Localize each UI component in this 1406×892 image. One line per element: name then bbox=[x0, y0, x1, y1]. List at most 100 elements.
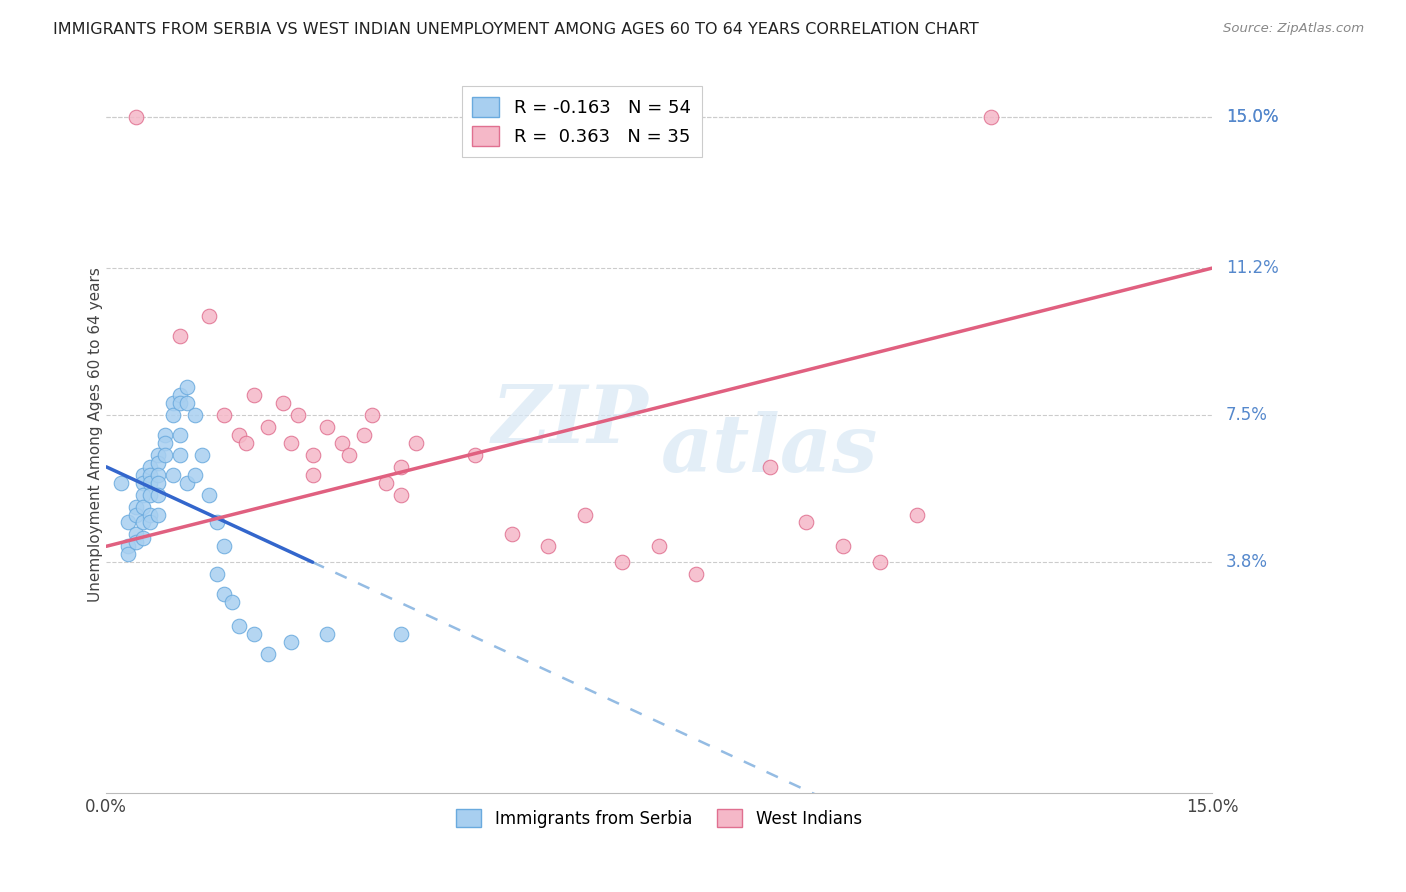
Text: Source: ZipAtlas.com: Source: ZipAtlas.com bbox=[1223, 22, 1364, 36]
Point bbox=[205, 516, 228, 530]
Point bbox=[155, 448, 177, 462]
Point bbox=[139, 488, 162, 502]
Point bbox=[125, 110, 148, 124]
Point bbox=[280, 634, 302, 648]
Point bbox=[169, 388, 191, 402]
Point bbox=[176, 396, 198, 410]
Point bbox=[228, 428, 250, 442]
Point bbox=[330, 436, 353, 450]
Point bbox=[198, 309, 221, 323]
Point bbox=[796, 516, 818, 530]
Point bbox=[146, 467, 169, 482]
Point bbox=[125, 527, 148, 541]
Point bbox=[125, 535, 148, 549]
Point bbox=[132, 475, 155, 490]
Point bbox=[198, 488, 221, 502]
Point bbox=[139, 475, 162, 490]
Point bbox=[212, 539, 235, 553]
Point bbox=[146, 456, 169, 470]
Point bbox=[146, 508, 169, 522]
Point bbox=[242, 388, 264, 402]
Point bbox=[280, 436, 302, 450]
Point bbox=[271, 396, 294, 410]
Point bbox=[221, 595, 243, 609]
Point bbox=[228, 619, 250, 633]
Point bbox=[405, 436, 427, 450]
Text: 15.0%: 15.0% bbox=[1226, 108, 1278, 126]
Point bbox=[574, 508, 596, 522]
Point bbox=[155, 436, 177, 450]
Point bbox=[146, 475, 169, 490]
Point bbox=[146, 448, 169, 462]
Point bbox=[132, 500, 155, 514]
Text: 15.0%: 15.0% bbox=[1226, 108, 1278, 126]
Point bbox=[169, 328, 191, 343]
Point bbox=[176, 475, 198, 490]
Point bbox=[139, 508, 162, 522]
Point bbox=[612, 555, 634, 569]
Point bbox=[162, 396, 184, 410]
Point bbox=[212, 587, 235, 601]
Point bbox=[132, 488, 155, 502]
Point bbox=[353, 428, 375, 442]
Text: 11.2%: 11.2% bbox=[1226, 260, 1278, 277]
Point bbox=[132, 532, 155, 546]
Legend: Immigrants from Serbia, West Indians: Immigrants from Serbia, West Indians bbox=[450, 803, 869, 834]
Point bbox=[139, 516, 162, 530]
Point bbox=[235, 436, 257, 450]
Point bbox=[242, 626, 264, 640]
Point bbox=[162, 467, 184, 482]
Point bbox=[169, 428, 191, 442]
Point bbox=[183, 467, 205, 482]
Point bbox=[537, 539, 560, 553]
Point bbox=[212, 408, 235, 422]
Point bbox=[389, 626, 412, 640]
Point bbox=[257, 647, 280, 661]
Point bbox=[301, 448, 323, 462]
Point bbox=[980, 110, 1002, 124]
Point bbox=[117, 516, 139, 530]
Point bbox=[389, 488, 412, 502]
Text: 3.8%: 3.8% bbox=[1226, 553, 1268, 571]
Point bbox=[389, 459, 412, 474]
Point bbox=[501, 527, 523, 541]
Point bbox=[316, 626, 339, 640]
Point bbox=[183, 408, 205, 422]
Point bbox=[257, 420, 280, 434]
Point bbox=[132, 516, 155, 530]
Point bbox=[758, 459, 780, 474]
Point bbox=[162, 408, 184, 422]
Point bbox=[191, 448, 214, 462]
Point bbox=[155, 428, 177, 442]
Point bbox=[139, 467, 162, 482]
Point bbox=[176, 380, 198, 394]
Point bbox=[375, 475, 398, 490]
Point bbox=[905, 508, 928, 522]
Text: IMMIGRANTS FROM SERBIA VS WEST INDIAN UNEMPLOYMENT AMONG AGES 60 TO 64 YEARS COR: IMMIGRANTS FROM SERBIA VS WEST INDIAN UN… bbox=[53, 22, 979, 37]
Point bbox=[132, 467, 155, 482]
Point bbox=[169, 448, 191, 462]
Point bbox=[648, 539, 671, 553]
Point bbox=[869, 555, 891, 569]
Text: ZIP: ZIP bbox=[492, 382, 650, 459]
Y-axis label: Unemployment Among Ages 60 to 64 years: Unemployment Among Ages 60 to 64 years bbox=[87, 268, 103, 602]
Point bbox=[339, 448, 361, 462]
Point bbox=[205, 567, 228, 582]
Point bbox=[146, 488, 169, 502]
Point bbox=[110, 475, 132, 490]
Point bbox=[125, 508, 148, 522]
Text: atlas: atlas bbox=[661, 410, 879, 488]
Point bbox=[169, 396, 191, 410]
Point bbox=[360, 408, 382, 422]
Point bbox=[117, 539, 139, 553]
Text: 7.5%: 7.5% bbox=[1226, 406, 1268, 425]
Point bbox=[316, 420, 339, 434]
Point bbox=[117, 547, 139, 561]
Point bbox=[685, 567, 707, 582]
Point bbox=[464, 448, 486, 462]
Point bbox=[287, 408, 309, 422]
Point bbox=[125, 500, 148, 514]
Point bbox=[832, 539, 855, 553]
Point bbox=[139, 459, 162, 474]
Point bbox=[301, 467, 323, 482]
